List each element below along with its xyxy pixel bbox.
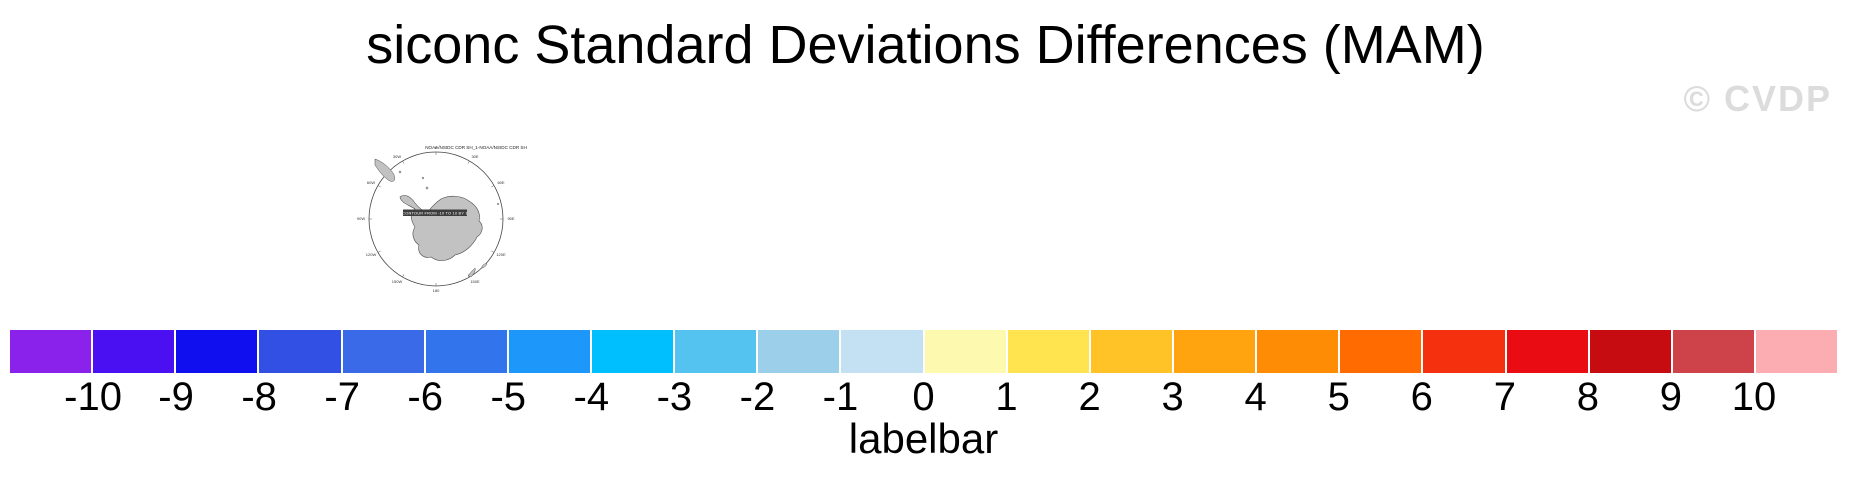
labelbar-caption: labelbar [848, 415, 999, 462]
labelbar-tick: -10 [64, 375, 122, 419]
lon-label-30w: 30W [393, 154, 401, 159]
labelbar-tick: 10 [1731, 375, 1777, 419]
labelbar-tick: 7 [1493, 375, 1516, 419]
new-zealand-landmass [467, 267, 476, 278]
labelbar-color-box [342, 330, 424, 373]
lon-label-30e: 30E [471, 154, 478, 159]
labelbar-tick: 0 [912, 375, 935, 419]
polar-map-panel: NOAA/NSIDC CDR SH_1-NOAA/NSIDC CDR SH 0 … [330, 112, 560, 302]
labelbar-section: -10 -9 -8 -7 -6 -5 -4 -3 -2 -1 0 1 2 3 4 5 6 7 8 9 10 labelb… [10, 330, 1838, 462]
lon-label-150e: 150E [470, 279, 480, 284]
island-speck-1 [398, 170, 402, 174]
labelbar-tick: -5 [490, 375, 527, 419]
labelbar-tick: 5 [1327, 375, 1350, 419]
labelbar-color-box [1340, 330, 1422, 373]
labelbar-tick: -6 [407, 375, 444, 419]
labelbar-color-box [1755, 330, 1838, 373]
labelbar-color-box [924, 330, 1006, 373]
lon-label-90w: 90W [357, 216, 365, 221]
labelbar-color-bar [10, 330, 1838, 373]
island-sliver [481, 263, 488, 269]
labelbar-color-box [1506, 330, 1588, 373]
polar-map-svg: NOAA/NSIDC CDR SH_1-NOAA/NSIDC CDR SH 0 … [357, 145, 527, 293]
lon-label-60w: 60W [367, 180, 375, 185]
labelbar-color-box [1672, 330, 1754, 373]
labelbar-color-box [1257, 330, 1339, 373]
labelbar-tick: 4 [1244, 375, 1267, 419]
contour-info-strip: CONTOUR FROM -10 TO 10 BY 1 [402, 209, 468, 216]
labelbar-color-box [591, 330, 674, 373]
labelbar-color-box [425, 330, 507, 373]
labelbar-tick: -2 [739, 375, 776, 419]
labelbar-color-box [675, 330, 757, 373]
contour-info-text: CONTOUR FROM -10 TO 10 BY 1 [402, 210, 467, 215]
labelbar-tick: -8 [241, 375, 277, 419]
page-title: siconc Standard Deviations Differences (… [366, 15, 1485, 75]
labelbar-color-box [93, 330, 175, 373]
lon-label-180: 180 [433, 288, 440, 293]
island-speck-2 [421, 176, 425, 180]
map-panel-label: NOAA/NSIDC CDR SH_1-NOAA/NSIDC CDR SH [425, 145, 527, 150]
labelbar-ticks: -10 -9 -8 -7 -6 -5 -4 -3 -2 -1 0 1 2 3 4 5 6 7 8 9 10 [10, 375, 1837, 419]
labelbar-color-box [508, 330, 590, 373]
labelbar-tick: -1 [822, 375, 859, 419]
labelbar-color-box [176, 330, 258, 373]
labelbar-tick: 3 [1161, 375, 1184, 419]
lon-label-120w: 120W [366, 252, 377, 257]
labelbar-tick: -4 [573, 375, 610, 419]
labelbar-color-box [841, 330, 923, 373]
labelbar-color-box [259, 330, 341, 373]
labelbar-color-box [1423, 330, 1505, 373]
lon-label-90e: 90E [507, 216, 514, 221]
lon-label-60e: 60E [497, 180, 504, 185]
labelbar-tick: 9 [1659, 375, 1683, 419]
south-america-landmass [374, 158, 395, 182]
labelbar-color-box [1589, 330, 1671, 373]
lon-label-150w: 150W [392, 279, 403, 284]
labelbar-tick: -9 [158, 375, 194, 419]
island-speck-4 [496, 202, 499, 205]
lon-ticks [369, 152, 503, 286]
labelbar-tick: 1 [995, 375, 1018, 419]
lon-label-120e: 120E [496, 252, 506, 257]
lon-label-0: 0 [435, 145, 438, 150]
labelbar-tick: -3 [656, 375, 693, 419]
labelbar-color-box [1007, 330, 1089, 373]
labelbar-tick: -7 [324, 375, 360, 419]
island-speck-3 [425, 186, 429, 190]
lon-labels: 0 30E 60E 90E 120E 150E 180 150W 120W 90… [357, 145, 515, 293]
labelbar-color-box [758, 330, 840, 373]
labelbar-tick: 6 [1410, 375, 1433, 419]
labelbar-tick: 8 [1576, 375, 1599, 419]
labelbar-tick: 2 [1078, 375, 1101, 419]
labelbar-color-box [1090, 330, 1172, 373]
labelbar-color-box [10, 330, 92, 373]
labelbar-color-box [1173, 330, 1256, 373]
cvdp-watermark: © CVDP [1683, 78, 1832, 119]
